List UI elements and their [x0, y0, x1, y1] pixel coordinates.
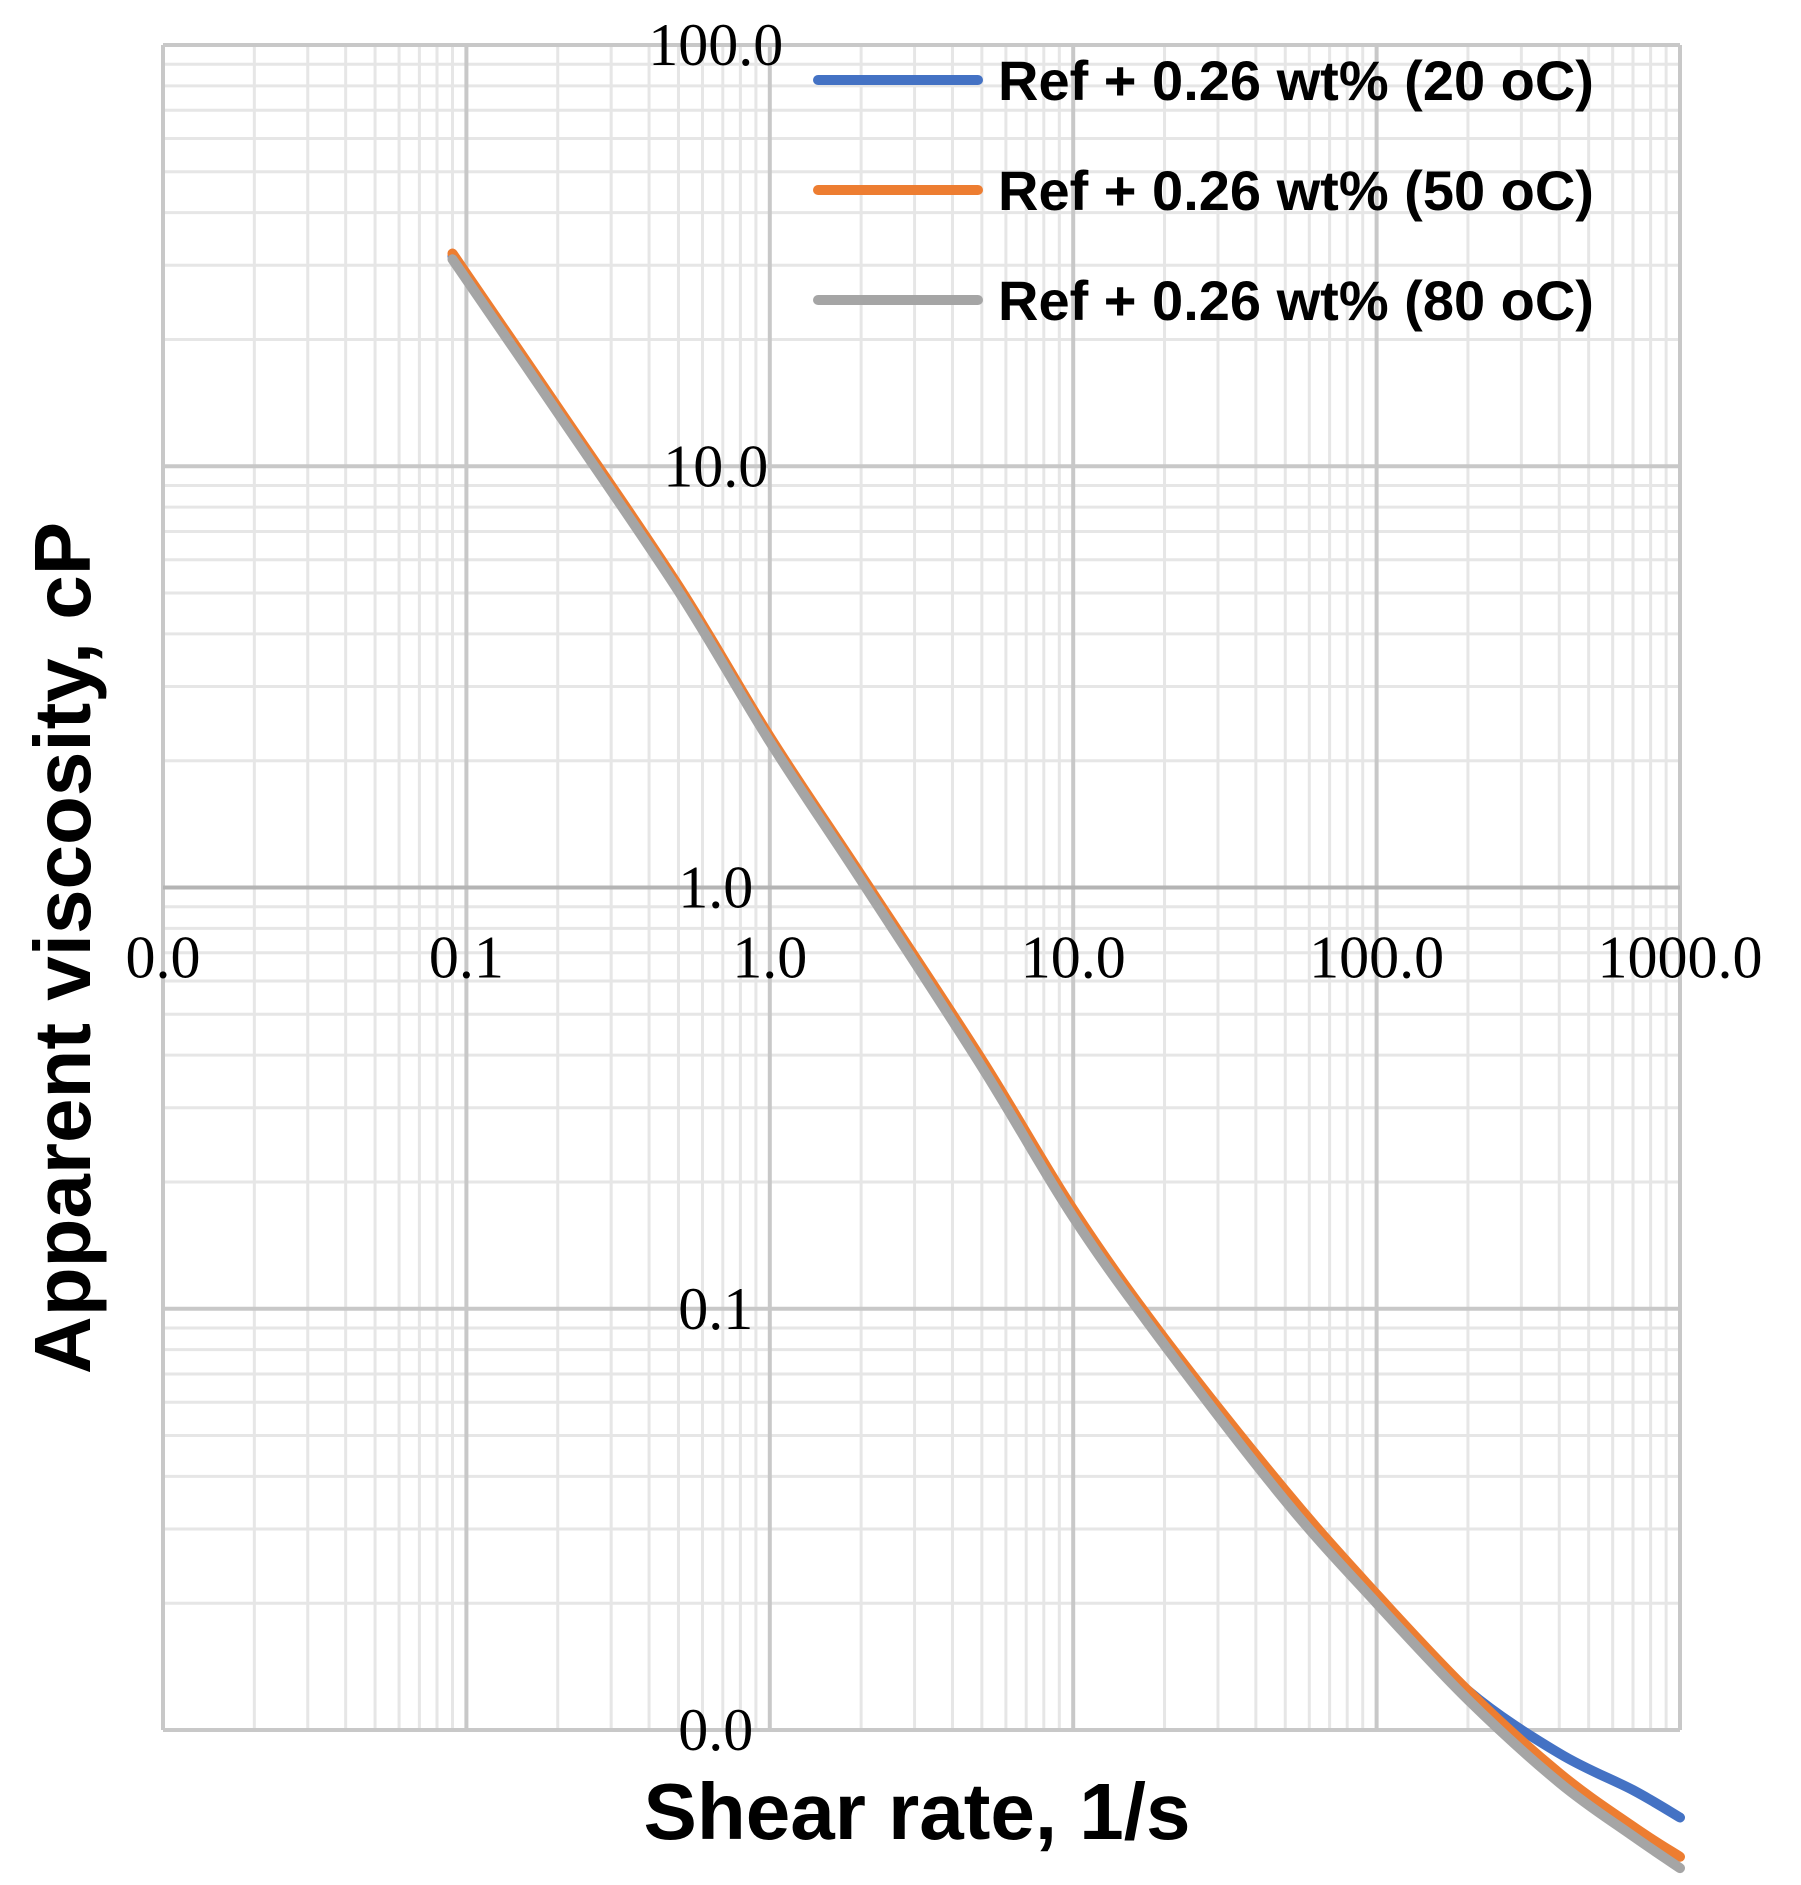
x-tick-label: 100.0 [1309, 925, 1444, 991]
x-tick-label: 0.1 [429, 925, 504, 991]
x-tick-label: 1000.0 [1598, 925, 1763, 991]
x-tick-label: 0.0 [126, 925, 201, 991]
y-tick-label: 1.0 [678, 855, 753, 921]
x-axis-title: Shear rate, 1/s [644, 1767, 1191, 1856]
legend-label-1: Ref + 0.26 wt% (20 oC) [998, 49, 1594, 112]
tick-labels: 0.0 0.1 1.0 10.0 100.0 1000.0 0.0 0.1 1.0 10.0 100… [126, 12, 1763, 1763]
grid-major [161, 43, 1682, 1732]
legend: Ref + 0.26 wt% (20 oC) Ref + 0.26 wt% (50… [813, 49, 1594, 332]
y-tick-label: 100.0 [648, 12, 783, 78]
y-tick-label: 0.1 [678, 1276, 753, 1342]
series-line-3 [447, 254, 1685, 1874]
x-tick-label: 10.0 [1021, 925, 1126, 991]
y-tick-label: 10.0 [663, 433, 768, 499]
y-axis-title: Apparent viscosity, cP [18, 522, 107, 1374]
x-tick-label: 1.0 [732, 925, 807, 991]
y-tick-label: 0.0 [678, 1697, 753, 1763]
legend-label-3: Ref + 0.26 wt% (80 oC) [998, 269, 1594, 332]
legend-label-2: Ref + 0.26 wt% (50 oC) [998, 159, 1594, 222]
series-layer [447, 248, 1685, 1874]
